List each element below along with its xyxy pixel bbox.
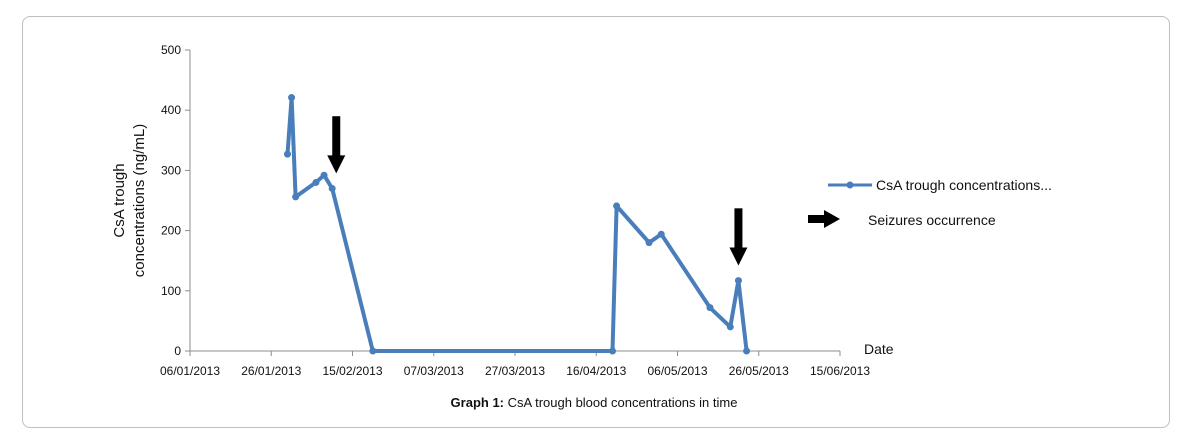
arrow-head xyxy=(729,247,748,266)
seizure-arrows xyxy=(327,116,748,266)
x-tick-label: 15/06/2013 xyxy=(810,364,870,378)
x-tick-label: 07/03/2013 xyxy=(404,364,464,378)
x-tick-label: 26/05/2013 xyxy=(729,364,789,378)
arrow-shaft xyxy=(332,116,341,158)
legend-series-label: CsA trough concentrations... xyxy=(876,177,1052,193)
arrow-down-icon xyxy=(729,208,748,266)
data-point xyxy=(288,94,296,102)
tick-labels: 0 100 200 300 400 500 06/01/2013 26/01/2013 15/0… xyxy=(160,43,870,378)
arrow-right-icon xyxy=(808,210,840,228)
x-tick-label: 27/03/2013 xyxy=(485,364,545,378)
data-point xyxy=(743,347,751,355)
x-tick-label: 15/02/2013 xyxy=(322,364,382,378)
chart-frame xyxy=(22,16,1170,428)
legend-seizures-label: Seizures occurrence xyxy=(868,212,996,228)
y-tick-label: 100 xyxy=(161,284,181,298)
x-tick-label: 06/05/2013 xyxy=(647,364,707,378)
data-point xyxy=(328,184,336,192)
data-point xyxy=(734,277,742,285)
caption-text: CsA trough blood concentrations in time xyxy=(507,395,738,410)
series-layer xyxy=(284,94,751,355)
y-tick-label: 300 xyxy=(161,163,181,177)
data-point xyxy=(312,178,320,186)
y-tick-label: 500 xyxy=(161,43,181,57)
arrow-shaft xyxy=(734,208,743,250)
data-point xyxy=(284,150,291,158)
x-tick-label: 06/01/2013 xyxy=(160,364,220,378)
arrow-down-icon xyxy=(327,116,346,174)
y-tick-label: 200 xyxy=(161,224,181,238)
x-tick-label: 16/04/2013 xyxy=(566,364,626,378)
legend: CsA trough concentrations... Seizures oc… xyxy=(808,177,1052,228)
y-axis-label-line2: concentrations (ng/mL) xyxy=(131,124,148,277)
data-point xyxy=(706,304,714,312)
data-point xyxy=(609,347,616,355)
x-axis-label: Date xyxy=(864,341,894,357)
figure-caption: Graph 1: CsA trough blood concentrations… xyxy=(0,395,1188,410)
data-point xyxy=(613,202,621,210)
y-axis-label-line1: CsA trough xyxy=(111,163,128,237)
x-tick-label: 26/01/2013 xyxy=(241,364,301,378)
data-point xyxy=(320,171,328,179)
data-point xyxy=(292,193,300,201)
data-point xyxy=(657,230,665,238)
data-point xyxy=(369,347,377,355)
y-tick-label: 0 xyxy=(174,344,181,358)
caption-label: Graph 1: xyxy=(450,395,505,410)
y-tick-label: 400 xyxy=(161,103,181,117)
legend-series-marker xyxy=(846,181,854,189)
data-point xyxy=(645,239,653,247)
series-line xyxy=(285,95,749,353)
data-point xyxy=(726,323,734,331)
arrow-head xyxy=(327,155,346,174)
